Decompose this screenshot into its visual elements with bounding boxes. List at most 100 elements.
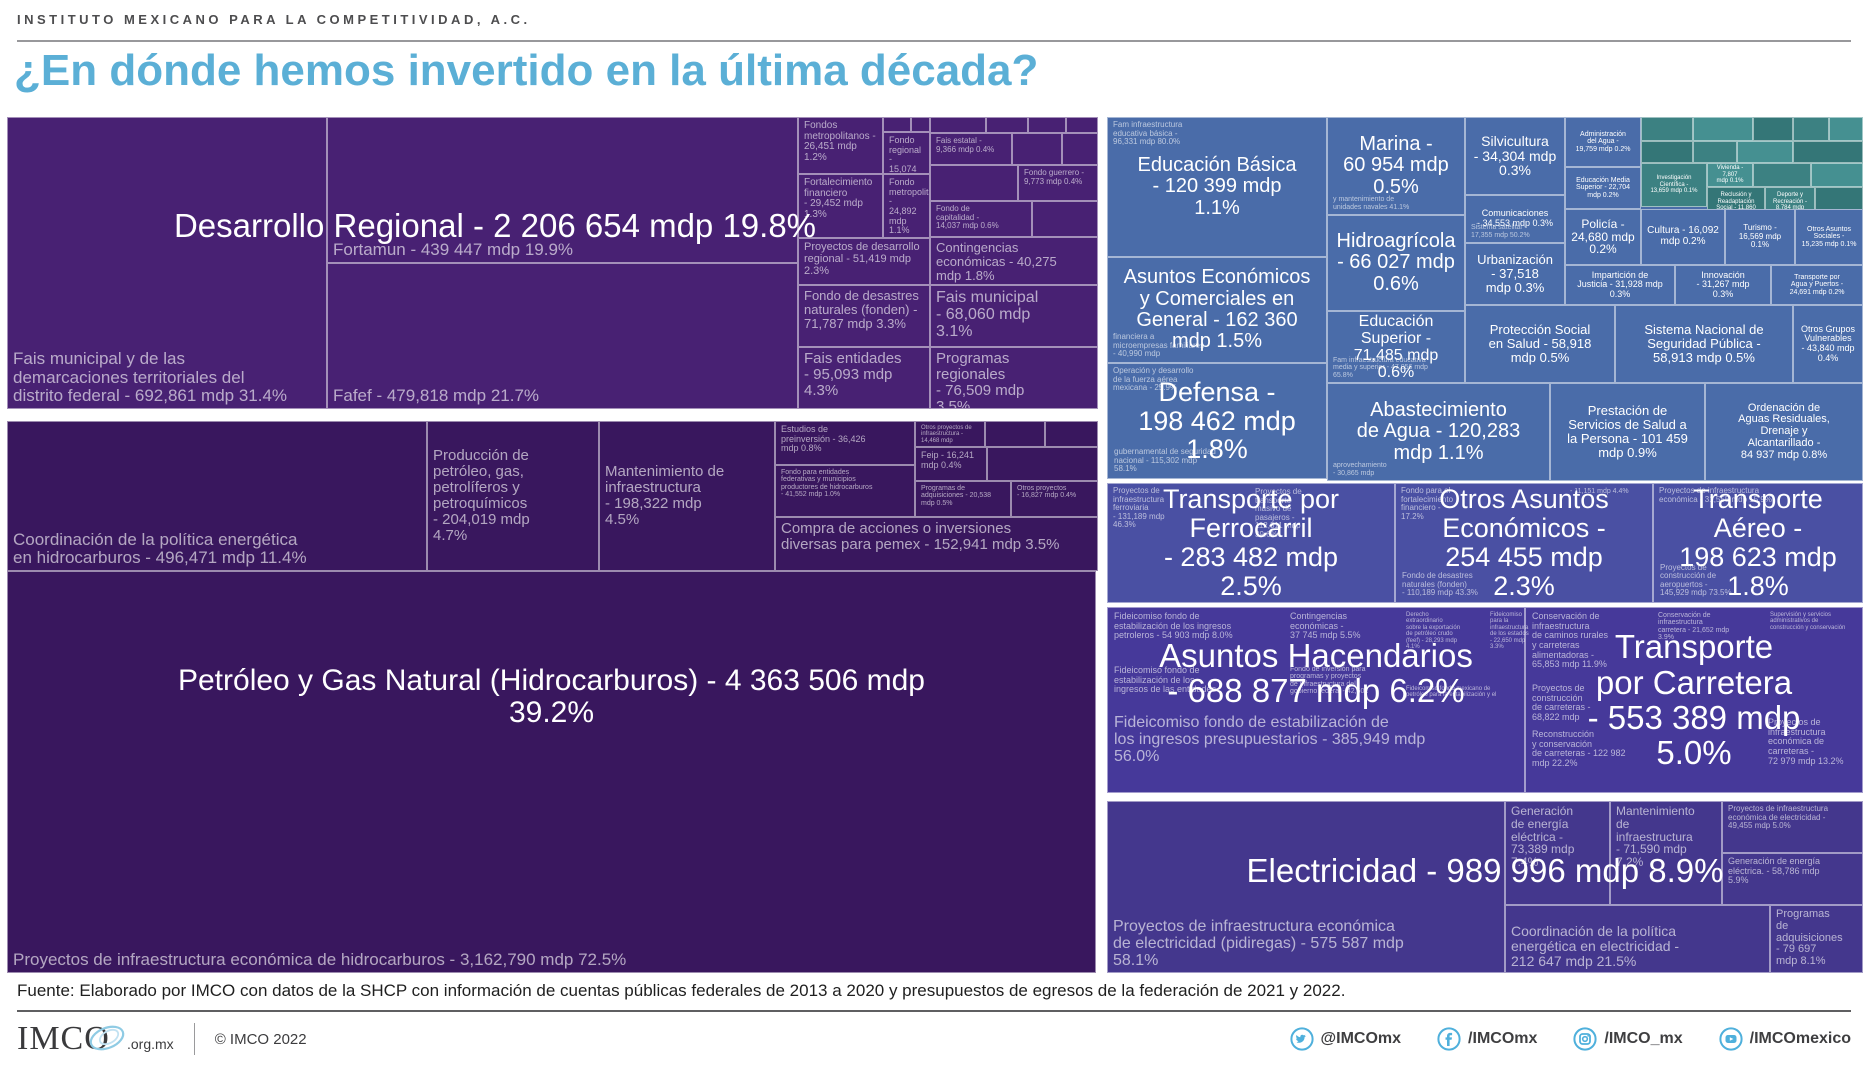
tile-fafef: Fafef - 479,818 mdp 21.7% [327, 263, 798, 409]
tile-proyectos-infraestructura-electricidad: Proyectos de infraestructura económica de… [1722, 801, 1863, 853]
tile-prestacion-servicios-salud: Prestación de Servicios de Salud a la Pers… [1550, 383, 1705, 481]
tile-policia: Policía -24,680 mdp 0.2% [1565, 209, 1641, 265]
tile-proyectos-infraestructura-hidrocarburos: Proyectos de infraestructura económica d… [7, 571, 1096, 973]
source-note: Fuente: Elaborado por IMCO con datos de … [17, 981, 1346, 1000]
tile-fondo-capitalidad: Fondo de capitalidad -14,037 mdp 0.6% [930, 201, 1032, 237]
imco-logo-mark: IMCO [17, 1020, 125, 1057]
cell [1793, 141, 1863, 163]
cell [911, 117, 930, 132]
copyright: © IMCO 2022 [214, 1030, 307, 1048]
tile-pidiregas: Proyectos de infraestructura económica de… [1107, 801, 1505, 973]
footer-divider [17, 1010, 1851, 1012]
tile-innovacion: Innovación - 31,267 mdp 0.3% [1675, 265, 1771, 305]
tile-educacion-superior: Fam infraestructura educativa media y sup… [1327, 311, 1465, 383]
tile-imparticion-justicia: Impartición de Justicia - 31,928 mdp 0.3% [1565, 265, 1675, 305]
cell [1753, 163, 1811, 187]
tile-marina: y mantenimiento de unidades navales 41.1% [1327, 117, 1465, 215]
facebook-icon [1437, 1027, 1461, 1051]
tile-fais-estatal: Fais estatal -9,366 mdp 0.4% [930, 133, 1012, 165]
tile-sistema-nacional-seguridad: Sistema Nacional de Seguridad Pública -58… [1615, 305, 1793, 383]
cell [1793, 117, 1829, 141]
tile-coordinacion-hidrocarburos: Coordinación de la política energética en… [7, 421, 427, 571]
svg-text:IMCO: IMCO [17, 1020, 110, 1057]
tile-fondos-metropolitanos: Fondos metropolitanos -26,451 mdp 1.2% [798, 117, 883, 174]
tile-fondo-guerrero: Fondo guerrero -9,773 mdp 0.4% [1018, 165, 1098, 201]
footer: IMCO .org.mx © IMCO 2022 @IMCOmx /IMCOmx… [17, 1012, 1851, 1066]
tile-proyectos-desarrollo-regional: Proyectos de desarrollo regional - 51,419… [798, 238, 930, 285]
tile-mantenimiento-electricidad: Mantenimiento de infraestructura - 71,590 m… [1610, 801, 1722, 905]
tile-cultura: Cultura - 16,092 mdp 0.2% [1641, 209, 1725, 265]
tile-proteccion-social-salud: Protección Social en Salud - 58,918 mdp 0.… [1465, 305, 1615, 383]
cell [1641, 141, 1693, 163]
tile-educacion-media-superior: Educación Media Superior - 22,704 mdp 0.2% [1565, 167, 1641, 209]
tile-generacion-electrica: Generación de energía eléctrica -73,389 md… [1505, 801, 1610, 905]
cell [1028, 117, 1066, 133]
cell [1811, 163, 1863, 187]
youtube-link[interactable]: /IMCOmexico [1719, 1027, 1851, 1051]
treemap: Fais municipal y de las demarcaciones ter… [5, 115, 1863, 975]
tile-investigacion-cientifica: Investigación Científica -13,659 mdp 0.1% [1641, 163, 1707, 207]
social-links: @IMCOmx /IMCOmx /IMCO_mx /IMCOmexico [1289, 1027, 1851, 1051]
top-divider [17, 40, 1851, 42]
imco-logo: IMCO .org.mx [17, 1019, 174, 1059]
cell [985, 421, 1045, 447]
tile-asuntos-hacendarios [1107, 607, 1525, 793]
tile-estudios-preinversion: Estudios de preinversión - 36,426 mdp 0.8% [775, 421, 915, 465]
tile-transporte-ferrocarril: Proyectos de infraestructura ferroviaria - … [1107, 483, 1395, 603]
tile-programas-regionales: Programas regionales - 76,509 mdp 3.5% [930, 347, 1098, 409]
cell [1012, 133, 1062, 165]
cell [930, 165, 1018, 201]
tile-silvicultura: Silvicultura - 34,304 mdp 0.3% [1465, 117, 1565, 195]
tile-administracion-agua: Administración del Agua -19,759 mdp 0.2% [1565, 117, 1641, 167]
tile-fortalecimiento-financiero: Fortalecimiento financiero - 29,452 mdp 1.3… [798, 174, 883, 238]
cell [1032, 201, 1098, 237]
tile-hidroagricola: Hidroagrícola - 66 027 mdp 0.6% [1327, 215, 1465, 311]
cell [986, 117, 1028, 133]
tile-coordinacion-electricidad: Coordinación de la política energética en… [1505, 905, 1770, 973]
tile-transporte-agua-puertos: Transporte por Agua y Puertos -24,691 mdp… [1771, 265, 1863, 305]
youtube-icon [1719, 1027, 1743, 1051]
tile-vivienda: Vivienda - 7,807 mdp 0.1% [1707, 163, 1753, 187]
tile-otros-asuntos-economicos: Fondo para el fortalecimiento financiero -… [1395, 483, 1653, 603]
cell [930, 117, 986, 133]
tile-fonden: Fondo de desastres naturales (fonden) -71… [798, 285, 930, 347]
youtube-handle: /IMCOmexico [1749, 1030, 1851, 1047]
tile-fais-municipal: Fais municipal - 68,060 mdp 3.1% [930, 285, 1098, 347]
tile-comunicaciones: Sistema satelital -17,355 mdp 50.2% [1465, 195, 1565, 243]
tile-otros-asuntos-sociales: Otros Asuntos Sociales -15,235 mdp 0.1% [1795, 209, 1863, 265]
tile-fondo-entidades-hidrocarburos: Fondo para entidades federativas y munici… [775, 465, 915, 517]
cell [1829, 117, 1863, 141]
facebook-link[interactable]: /IMCOmx [1437, 1027, 1537, 1051]
tile-produccion-petroleo: Producción de petróleo, gas, petrolíferos … [427, 421, 599, 571]
tile-educacion-basica: Fam infraestructura educativa básica -96,… [1107, 117, 1327, 257]
tile-fondo-regional: Fondo regional -15,074 mdp 0.7% [883, 132, 930, 174]
org-name: INSTITUTO MEXICANO PARA LA COMPETITIVIDA… [17, 12, 531, 27]
cell [1737, 141, 1793, 163]
tile-fondo-metropolitano: Fondometropolitano -24,892 mdp 1.1% [883, 174, 930, 238]
twitter-link[interactable]: @IMCOmx [1289, 1027, 1401, 1051]
tile-asuntos-economicos: financiera a microempresas familiares - 40… [1107, 257, 1327, 363]
tile-compra-acciones-pemex: Compra de acciones o inversiones diversas… [775, 517, 1098, 571]
tile-mantenimiento-infraestructura: Mantenimiento de infraestructura - 198,322… [599, 421, 775, 571]
tile-abastecimiento-agua: aprovechamiento - 30,865 mdp [1327, 383, 1550, 481]
footer-separator [193, 1023, 195, 1055]
cell [1045, 421, 1098, 447]
tile-otros-proyectos: Otros proyectos - 16,827 mdp 0.4% [1011, 481, 1098, 517]
cell [1753, 117, 1793, 141]
instagram-handle: /IMCO_mx [1604, 1030, 1683, 1047]
tile-generacion-electrica-2: Generación de energía eléctrica. - 58,786… [1722, 853, 1863, 905]
tile-fais-municipal-demarcaciones: Fais municipal y de las demarcaciones ter… [7, 117, 327, 409]
cell [1066, 117, 1098, 133]
tile-programas-adquisiciones-electricidad: Programas de adquisiciones - 79 697 mdp 8.1% [1770, 905, 1863, 973]
tile-fortamun: Fortamun - 439 447 mdp 19.9% [327, 117, 798, 263]
tile-urbanizacion: Urbanización - 37,518 mdp 0.3% [1465, 243, 1565, 305]
cell [987, 447, 1098, 481]
cell [1641, 117, 1693, 141]
instagram-link[interactable]: /IMCO_mx [1573, 1027, 1683, 1051]
tile-contingencias-economicas: Contingencias económicas - 40,275 mdp 1.8% [930, 237, 1098, 285]
tile-programas-adquisiciones: Programas de adquisiciones - 20,538 mdp 0.… [915, 481, 1011, 517]
tile-fais-entidades: Fais entidades - 95,093 mdp 4.3% [798, 347, 930, 409]
tile-transporte-carretera [1525, 607, 1863, 793]
